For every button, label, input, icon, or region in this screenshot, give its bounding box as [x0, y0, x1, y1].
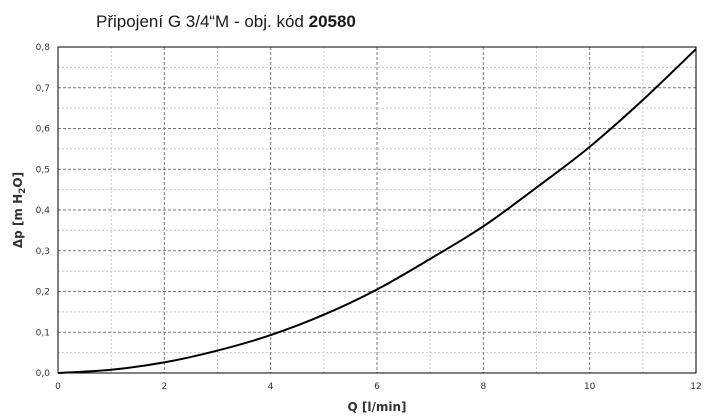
x-tick-label: 6: [374, 382, 380, 392]
y-tick-label: 0,3: [36, 247, 50, 257]
chart-title: Připojení G 3/4“M - obj. kód 20580: [96, 12, 356, 32]
series-line: [57, 48, 697, 374]
y-axis-label-main: Δp [m H: [11, 194, 25, 248]
chart-title-text: Připojení G 3/4“M - obj. kód: [96, 12, 304, 31]
x-tick-label: 10: [584, 382, 596, 392]
x-tick-label: 8: [480, 382, 486, 392]
y-axis-label-end: O]: [11, 172, 25, 188]
plot-frame: [57, 46, 697, 374]
x-tick-label: 0: [55, 382, 61, 392]
x-tick-label: 4: [268, 382, 274, 392]
grid: [57, 46, 697, 374]
y-axis-label: Δp [m H2O]: [11, 172, 28, 248]
x-tick-label: 2: [161, 382, 167, 392]
x-tick-label: 12: [690, 382, 701, 392]
y-axis-label-sub: 2: [18, 188, 28, 194]
y-tick-label: 0,6: [36, 125, 51, 135]
y-tick-label: 0,7: [36, 84, 50, 94]
chart-title-code: 20580: [308, 12, 356, 31]
y-tick-label: 0,4: [36, 206, 51, 216]
y-tick-label: 0,1: [36, 328, 50, 338]
y-tick-label: 0,0: [36, 369, 51, 379]
tick-labels: 0 2 4 6 8 10 12 0,0 0,1 0,2 0,3 0,4 0,5 0,6 0,7 0,8: [36, 43, 702, 392]
y-tick-label: 0,8: [36, 43, 51, 53]
y-tick-label: 0,2: [36, 288, 50, 298]
y-tick-label: 0,5: [36, 165, 50, 175]
x-axis-label: Q [l/min]: [347, 400, 406, 414]
